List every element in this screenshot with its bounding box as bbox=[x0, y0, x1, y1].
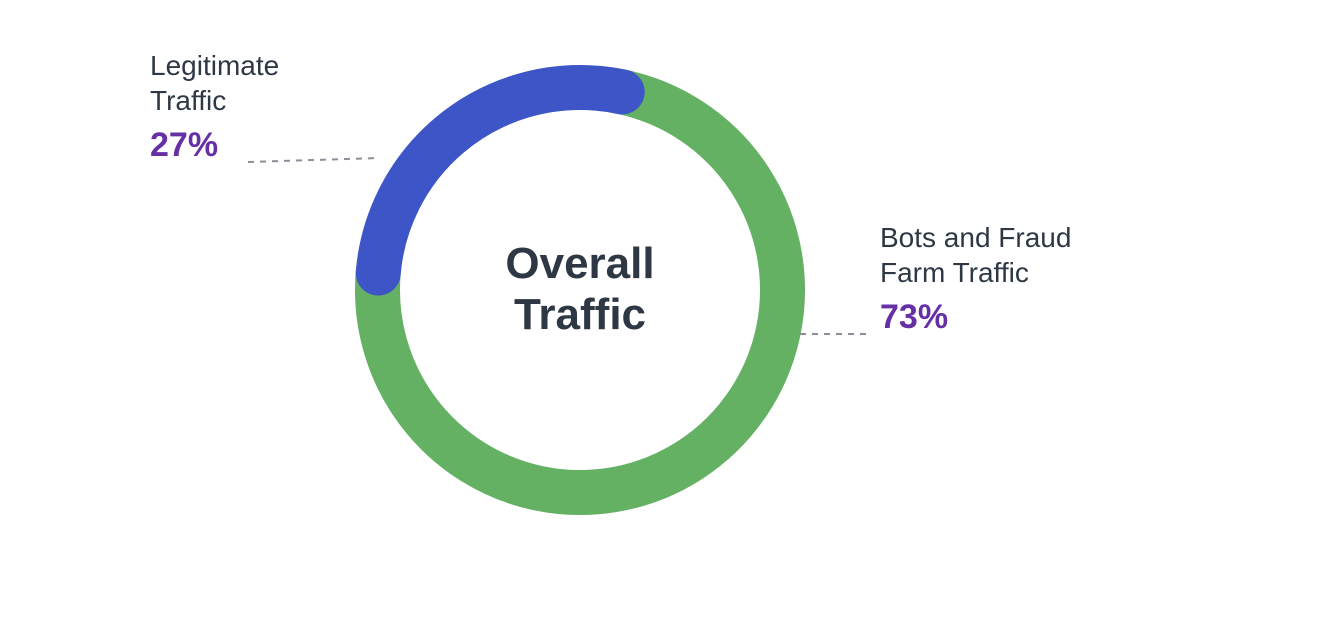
callout-bots: Bots and Fraud Farm Traffic 73% bbox=[880, 220, 1071, 339]
callout-legitimate-label-1: Legitimate bbox=[150, 48, 279, 83]
callout-legitimate-percent: 27% bbox=[150, 124, 279, 167]
callout-bots-label-1: Bots and Fraud bbox=[880, 220, 1071, 255]
callout-legitimate: Legitimate Traffic 27% bbox=[150, 48, 279, 167]
callout-legitimate-label-2: Traffic bbox=[150, 83, 279, 118]
callout-bots-percent: 73% bbox=[880, 296, 1071, 339]
chart-stage: Overall Traffic Legitimate Traffic 27% B… bbox=[0, 0, 1342, 618]
callout-bots-label-2: Farm Traffic bbox=[880, 255, 1071, 290]
